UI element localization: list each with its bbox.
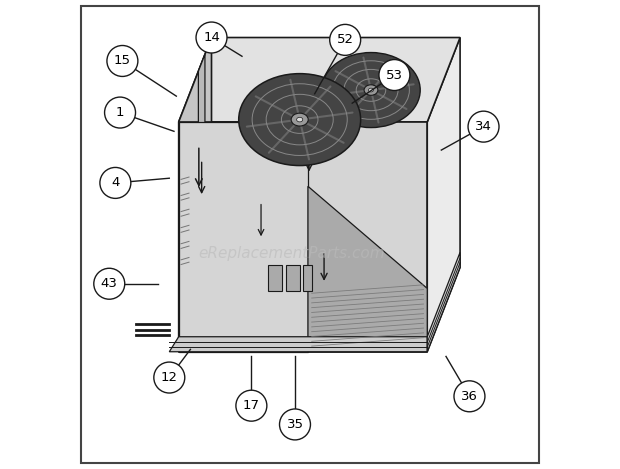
Bar <box>286 265 300 291</box>
Text: 4: 4 <box>111 176 120 189</box>
Text: 17: 17 <box>243 399 260 412</box>
Polygon shape <box>169 337 427 352</box>
Circle shape <box>196 22 227 53</box>
Text: 34: 34 <box>475 120 492 133</box>
Polygon shape <box>179 122 427 352</box>
Polygon shape <box>427 252 460 352</box>
Ellipse shape <box>368 88 373 92</box>
Circle shape <box>330 24 361 55</box>
Text: 14: 14 <box>203 31 220 44</box>
Circle shape <box>379 60 410 91</box>
Circle shape <box>100 167 131 198</box>
Polygon shape <box>427 38 460 352</box>
Polygon shape <box>308 186 427 352</box>
Text: 35: 35 <box>286 418 304 431</box>
Text: 36: 36 <box>461 390 478 403</box>
Ellipse shape <box>239 74 361 166</box>
Circle shape <box>154 362 185 393</box>
Circle shape <box>280 409 311 440</box>
Text: eReplacementParts.com: eReplacementParts.com <box>198 246 384 261</box>
Ellipse shape <box>291 113 308 126</box>
Text: 52: 52 <box>337 33 353 46</box>
Polygon shape <box>179 38 211 352</box>
Ellipse shape <box>364 85 378 95</box>
Text: 53: 53 <box>386 68 403 82</box>
Circle shape <box>107 45 138 76</box>
Text: 15: 15 <box>114 54 131 68</box>
Ellipse shape <box>322 53 420 128</box>
Polygon shape <box>198 54 205 301</box>
Bar <box>303 265 312 291</box>
Text: 1: 1 <box>116 106 124 119</box>
Circle shape <box>468 111 499 142</box>
Polygon shape <box>179 38 460 122</box>
Circle shape <box>454 381 485 412</box>
Text: 43: 43 <box>101 277 118 290</box>
Circle shape <box>236 390 267 421</box>
Text: 12: 12 <box>161 371 178 384</box>
Polygon shape <box>179 122 308 352</box>
Bar <box>268 265 282 291</box>
Circle shape <box>105 97 136 128</box>
Ellipse shape <box>296 117 303 122</box>
Circle shape <box>94 268 125 299</box>
